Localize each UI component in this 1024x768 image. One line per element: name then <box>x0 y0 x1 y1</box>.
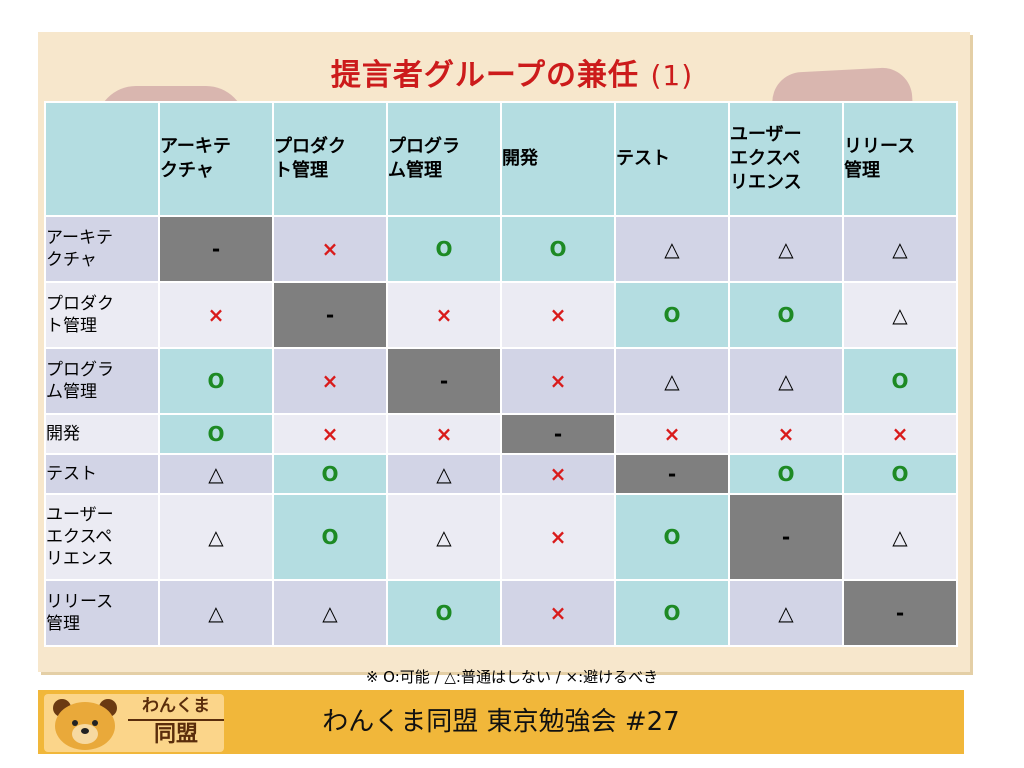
row-header: アーキテ クチャ <box>44 215 160 283</box>
matrix-cell: O <box>500 215 616 283</box>
matrix-cell: O <box>614 579 730 647</box>
footer-text: わんくま同盟 東京勉強会 #27 <box>322 707 680 737</box>
matrix-cell: △ <box>614 215 730 283</box>
bear-face-icon <box>53 699 117 750</box>
column-header: プロダク ト管理 <box>272 101 388 217</box>
logo-line-2: 同盟 <box>128 719 224 749</box>
matrix-cell: × <box>500 453 616 495</box>
table-row: アーキテ クチャ - × O O △ △ △ <box>44 215 958 283</box>
logo-line-1: わんくま <box>142 696 210 716</box>
matrix-cell: O <box>272 453 388 495</box>
matrix-cell: △ <box>842 281 958 349</box>
matrix-cell: △ <box>728 579 844 647</box>
row-header: ユーザー エクスペ リエンス <box>44 493 160 581</box>
slide-title-main: 提言者グループの兼任 <box>330 58 640 93</box>
table-row: テスト △ O △ × - O O <box>44 453 958 495</box>
matrix-cell: × <box>272 347 388 415</box>
table-row: プロダク ト管理 × - × × O O △ <box>44 281 958 349</box>
matrix-cell: △ <box>386 453 502 495</box>
column-header: プログラ ム管理 <box>386 101 502 217</box>
matrix-cell: × <box>158 281 274 349</box>
corner-cell <box>44 101 160 217</box>
row-header: プロダク ト管理 <box>44 281 160 349</box>
matrix-cell: △ <box>842 215 958 283</box>
matrix-cell: - <box>158 215 274 283</box>
matrix-cell: - <box>500 413 616 455</box>
matrix-cell: × <box>728 413 844 455</box>
matrix-cell: × <box>614 413 730 455</box>
slide-title: 提言者グループの兼任 (1) <box>0 50 1024 94</box>
row-header: テスト <box>44 453 160 495</box>
header-row: アーキテ クチャ プロダク ト管理 プログラ ム管理 開発 テスト ユーザー エ… <box>44 101 958 217</box>
matrix-cell: × <box>272 413 388 455</box>
matrix-cell: × <box>500 579 616 647</box>
matrix-cell: O <box>614 493 730 581</box>
table-row: プログラ ム管理 O × - × △ △ O <box>44 347 958 415</box>
table-row: 開発 O × × - × × × <box>44 413 958 455</box>
matrix-cell: O <box>728 453 844 495</box>
matrix-cell: - <box>614 453 730 495</box>
matrix-cell: × <box>386 281 502 349</box>
footer-bar: わんくま同盟 東京勉強会 #27 わんくま 同盟 <box>38 690 964 754</box>
matrix-cell: × <box>500 347 616 415</box>
logo-label: わんくま 同盟 <box>128 696 224 749</box>
matrix-cell: × <box>500 493 616 581</box>
column-header: アーキテ クチャ <box>158 101 274 217</box>
matrix-cell: O <box>842 453 958 495</box>
matrix-cell: O <box>272 493 388 581</box>
table-row: ユーザー エクスペ リエンス △ O △ × O - △ <box>44 493 958 581</box>
column-header: リリース 管理 <box>842 101 958 217</box>
matrix-cell: △ <box>158 493 274 581</box>
row-header: リリース 管理 <box>44 579 160 647</box>
row-header: プログラ ム管理 <box>44 347 160 415</box>
legend-note: ※ O:可能 / △:普通はしない / ×:避けるべき <box>365 668 659 686</box>
matrix-cell: - <box>386 347 502 415</box>
matrix-cell: △ <box>386 493 502 581</box>
slide-title-suffix: (1) <box>650 59 694 92</box>
matrix-cell: △ <box>842 493 958 581</box>
matrix-cell: △ <box>728 347 844 415</box>
row-header: 開発 <box>44 413 160 455</box>
matrix-cell: O <box>614 281 730 349</box>
table-row: リリース 管理 △ △ O × O △ - <box>44 579 958 647</box>
matrix-cell: O <box>842 347 958 415</box>
matrix-cell: O <box>158 347 274 415</box>
matrix-cell: △ <box>614 347 730 415</box>
matrix-cell: - <box>272 281 388 349</box>
matrix-cell: O <box>386 579 502 647</box>
matrix-cell: O <box>386 215 502 283</box>
matrix-cell: O <box>728 281 844 349</box>
matrix-cell: △ <box>272 579 388 647</box>
matrix-cell: × <box>500 281 616 349</box>
matrix-cell: △ <box>728 215 844 283</box>
matrix-cell: × <box>842 413 958 455</box>
matrix-cell: - <box>842 579 958 647</box>
column-header: 開発 <box>500 101 616 217</box>
matrix-cell: △ <box>158 453 274 495</box>
matrix-cell: × <box>386 413 502 455</box>
matrix-cell: - <box>728 493 844 581</box>
column-header: ユーザー エクスペ リエンス <box>728 101 844 217</box>
matrix-cell: × <box>272 215 388 283</box>
role-overlap-matrix: アーキテ クチャ プロダク ト管理 プログラ ム管理 開発 テスト ユーザー エ… <box>44 101 958 647</box>
wankuma-logo: わんくま 同盟 <box>44 694 224 752</box>
column-header: テスト <box>614 101 730 217</box>
matrix-cell: O <box>158 413 274 455</box>
matrix-cell: △ <box>158 579 274 647</box>
